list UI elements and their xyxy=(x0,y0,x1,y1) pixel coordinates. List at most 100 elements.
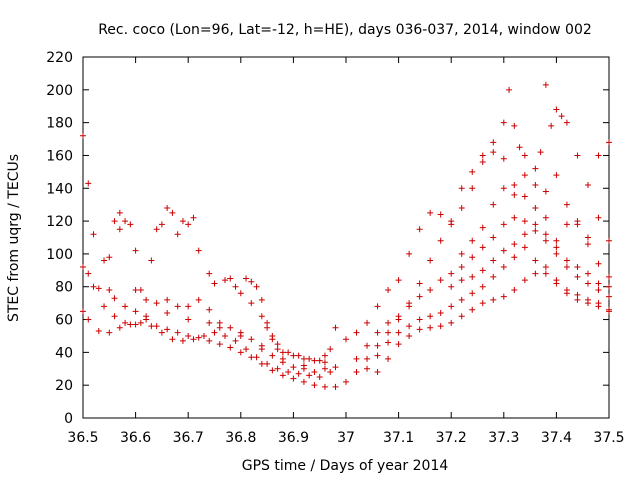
data-point xyxy=(169,209,176,216)
y-tick-label: 20 xyxy=(55,378,73,394)
y-tick-label: 200 xyxy=(46,83,73,99)
data-point xyxy=(327,369,334,376)
data-point xyxy=(395,329,402,336)
data-point xyxy=(469,306,476,313)
data-point xyxy=(437,277,444,284)
data-point xyxy=(80,264,86,271)
data-point xyxy=(521,218,528,225)
x-tick-label: 36.9 xyxy=(278,430,309,446)
data-point xyxy=(406,332,413,339)
data-point xyxy=(153,300,160,307)
data-point xyxy=(258,342,265,349)
data-point xyxy=(490,201,497,208)
data-point xyxy=(469,168,476,175)
data-point xyxy=(80,132,86,139)
data-point xyxy=(216,324,223,331)
data-point xyxy=(511,181,518,188)
data-point xyxy=(500,247,507,254)
data-point xyxy=(116,324,123,331)
data-point xyxy=(195,296,202,303)
data-point xyxy=(222,277,229,284)
data-point xyxy=(458,250,465,257)
data-point xyxy=(532,165,539,172)
data-point xyxy=(479,244,486,251)
data-point xyxy=(232,283,239,290)
data-point xyxy=(490,234,497,241)
data-point xyxy=(479,224,486,231)
data-point xyxy=(385,339,392,346)
data-point xyxy=(174,329,181,336)
data-point xyxy=(574,273,581,280)
data-point xyxy=(248,354,255,361)
data-point xyxy=(269,332,276,339)
data-point xyxy=(90,231,97,238)
data-point xyxy=(595,287,602,294)
data-point xyxy=(343,336,349,343)
data-point xyxy=(311,369,318,376)
data-point xyxy=(511,191,518,198)
data-point xyxy=(80,308,86,315)
data-point xyxy=(274,346,281,353)
data-point xyxy=(179,218,186,225)
data-point xyxy=(406,323,413,330)
data-point xyxy=(132,247,139,254)
y-tick-label: 80 xyxy=(55,280,73,296)
data-point xyxy=(264,319,271,326)
data-point xyxy=(553,277,560,284)
y-tick-label: 100 xyxy=(46,247,73,263)
data-point xyxy=(200,332,207,339)
data-point xyxy=(243,275,250,282)
data-point xyxy=(290,375,297,382)
data-point xyxy=(584,234,591,241)
data-point xyxy=(206,319,213,326)
data-point xyxy=(532,270,539,277)
data-point xyxy=(364,365,371,372)
data-point xyxy=(490,273,497,280)
data-point xyxy=(584,241,591,248)
data-point xyxy=(532,181,539,188)
data-point xyxy=(185,316,192,323)
data-point xyxy=(448,283,455,290)
data-point xyxy=(122,303,129,310)
data-point xyxy=(111,313,118,320)
data-point xyxy=(206,270,213,277)
data-point xyxy=(563,201,570,208)
data-point xyxy=(558,113,565,120)
data-point xyxy=(364,355,371,362)
data-point xyxy=(101,303,108,310)
data-point xyxy=(458,313,465,320)
y-tick-label: 160 xyxy=(46,148,73,164)
data-point xyxy=(190,336,197,343)
data-point xyxy=(542,270,549,277)
data-point xyxy=(258,360,265,367)
data-point xyxy=(563,119,570,126)
data-point xyxy=(595,280,602,287)
data-point xyxy=(185,303,192,310)
axis-ticks xyxy=(82,56,610,419)
data-point xyxy=(116,226,123,233)
data-point xyxy=(206,337,213,344)
data-point xyxy=(132,321,139,328)
data-point xyxy=(101,257,108,264)
data-point xyxy=(222,332,229,339)
data-point xyxy=(542,188,549,195)
data-point xyxy=(195,334,202,341)
data-point xyxy=(90,283,97,290)
data-point xyxy=(243,346,250,353)
y-tick-label: 120 xyxy=(46,214,73,230)
data-point xyxy=(95,328,102,335)
x-tick-label: 36.7 xyxy=(173,430,204,446)
x-tick-label: 37 xyxy=(337,430,355,446)
data-point xyxy=(500,293,507,300)
data-point xyxy=(458,296,465,303)
data-point xyxy=(416,326,423,333)
data-point xyxy=(169,336,176,343)
data-point xyxy=(137,319,144,326)
data-point xyxy=(500,221,507,228)
data-point xyxy=(374,329,381,336)
data-point xyxy=(85,316,92,323)
data-point xyxy=(469,185,476,192)
data-point xyxy=(395,313,402,320)
data-point xyxy=(300,378,307,385)
